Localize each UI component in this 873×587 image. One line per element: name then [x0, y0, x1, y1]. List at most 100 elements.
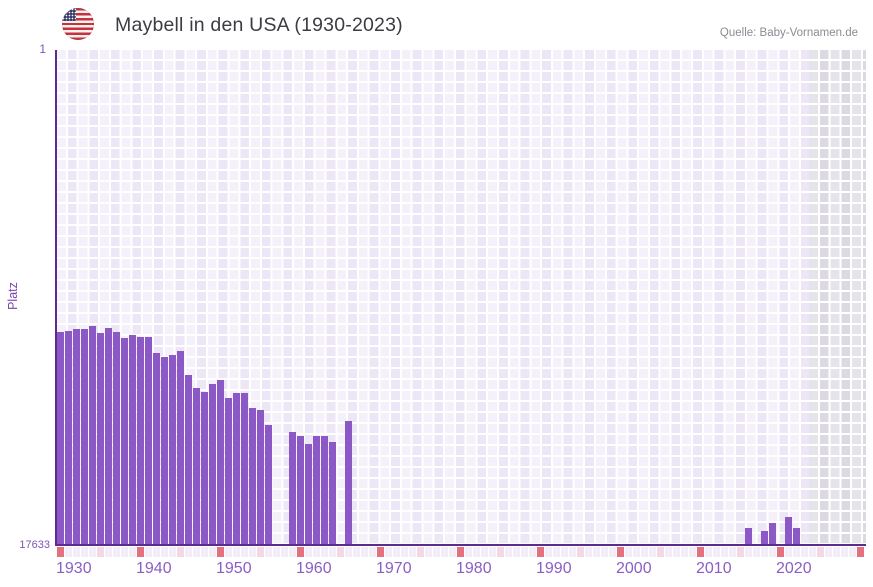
year-tick-1941	[145, 547, 152, 557]
year-tick-1943	[161, 547, 168, 557]
bar-1959[interactable]	[289, 431, 296, 545]
year-tick-1947	[193, 547, 200, 557]
bar-1934[interactable]	[89, 326, 96, 545]
bar-1963[interactable]	[321, 436, 328, 545]
bar-2018[interactable]	[761, 531, 768, 545]
year-tick-1964	[329, 547, 336, 557]
bar-1945[interactable]	[177, 350, 184, 545]
bar-1932[interactable]	[73, 328, 80, 545]
year-tick-1975	[417, 547, 424, 557]
bar-1950[interactable]	[217, 380, 224, 545]
year-tick-2016	[745, 547, 752, 557]
bar-1933[interactable]	[81, 328, 88, 545]
year-tick-2006	[665, 547, 672, 557]
bar-2021[interactable]	[785, 516, 792, 545]
bar-2016[interactable]	[745, 527, 752, 545]
x-tick-label-1960: 1960	[296, 560, 332, 577]
year-tick-1984	[489, 547, 496, 557]
bar-1951[interactable]	[225, 398, 232, 545]
year-tick-2017	[753, 547, 760, 557]
year-tick-1936	[105, 547, 112, 557]
year-tick-1997	[593, 547, 600, 557]
year-tick-2022	[793, 547, 800, 557]
year-tick-1961	[305, 547, 312, 557]
y-axis-line	[55, 50, 57, 545]
bar-1948[interactable]	[201, 391, 208, 545]
year-tick-1978	[441, 547, 448, 557]
bar-1938[interactable]	[121, 338, 128, 545]
year-tick-2013	[721, 547, 728, 557]
x-tick-label-1940: 1940	[136, 560, 172, 577]
year-tick-1950	[217, 547, 224, 557]
bar-1949[interactable]	[209, 384, 216, 545]
year-tick-1995	[577, 547, 584, 557]
bar-1962[interactable]	[313, 436, 320, 545]
bar-1936[interactable]	[105, 327, 112, 545]
bar-1966[interactable]	[345, 420, 352, 545]
year-tick-2026	[825, 547, 832, 557]
year-tick-2011	[705, 547, 712, 557]
year-tick-1948	[201, 547, 208, 557]
bar-1947[interactable]	[193, 388, 200, 545]
year-tick-1988	[521, 547, 528, 557]
year-tick-1981	[465, 547, 472, 557]
year-tick-1946	[185, 547, 192, 557]
bar-1942[interactable]	[153, 353, 160, 545]
bar-1937[interactable]	[113, 332, 120, 545]
bar-1953[interactable]	[241, 392, 248, 545]
year-tick-1993	[561, 547, 568, 557]
year-tick-1991	[545, 547, 552, 557]
year-tick-2002	[633, 547, 640, 557]
year-tick-2008	[681, 547, 688, 557]
bar-1939[interactable]	[129, 334, 136, 545]
x-tick-label-2010: 2010	[696, 560, 732, 577]
y-axis-label: Platz	[6, 282, 20, 310]
bar-1940[interactable]	[137, 337, 144, 545]
year-tick-1953	[241, 547, 248, 557]
year-tick-1932	[73, 547, 80, 557]
bar-1961[interactable]	[305, 444, 312, 545]
x-tick-label-2020: 2020	[776, 560, 812, 577]
x-tick-label-1990: 1990	[536, 560, 572, 577]
year-tick-2029	[849, 547, 856, 557]
bar-1941[interactable]	[145, 336, 152, 545]
year-tick-1994	[569, 547, 576, 557]
year-tick-1939	[129, 547, 136, 557]
bar-1952[interactable]	[233, 392, 240, 545]
us-flag-icon	[62, 8, 94, 40]
bar-1954[interactable]	[249, 408, 256, 545]
year-tick-1955	[257, 547, 264, 557]
bar-1960[interactable]	[297, 436, 304, 545]
year-tick-1970	[377, 547, 384, 557]
bar-1943[interactable]	[161, 356, 168, 545]
year-tick-2025	[817, 547, 824, 557]
year-tick-2024	[809, 547, 816, 557]
year-tick-1979	[449, 547, 456, 557]
bar-1964[interactable]	[329, 441, 336, 545]
bar-1930[interactable]	[57, 331, 64, 545]
year-tick-2027	[833, 547, 840, 557]
bar-1944[interactable]	[169, 355, 176, 545]
bar-1946[interactable]	[185, 375, 192, 545]
x-tick-label-1980: 1980	[456, 560, 492, 577]
year-tick-2001	[625, 547, 632, 557]
year-tick-2004	[649, 547, 656, 557]
year-tick-1985	[497, 547, 504, 557]
year-tick-1938	[121, 547, 128, 557]
year-tick-1990	[537, 547, 544, 557]
year-tick-2014	[729, 547, 736, 557]
bar-1935[interactable]	[97, 332, 104, 545]
bar-2019[interactable]	[769, 523, 776, 545]
year-tick-1998	[601, 547, 608, 557]
year-tick-1945	[177, 547, 184, 557]
chart-title: Maybell in den USA (1930-2023)	[115, 14, 403, 36]
bar-1931[interactable]	[65, 331, 72, 545]
bar-1955[interactable]	[257, 410, 264, 545]
year-tick-1996	[585, 547, 592, 557]
year-tick-1959	[289, 547, 296, 557]
bar-1956[interactable]	[265, 425, 272, 545]
bar-2022[interactable]	[793, 528, 800, 545]
year-tick-1957	[273, 547, 280, 557]
year-tick-1999	[609, 547, 616, 557]
year-tick-1952	[233, 547, 240, 557]
